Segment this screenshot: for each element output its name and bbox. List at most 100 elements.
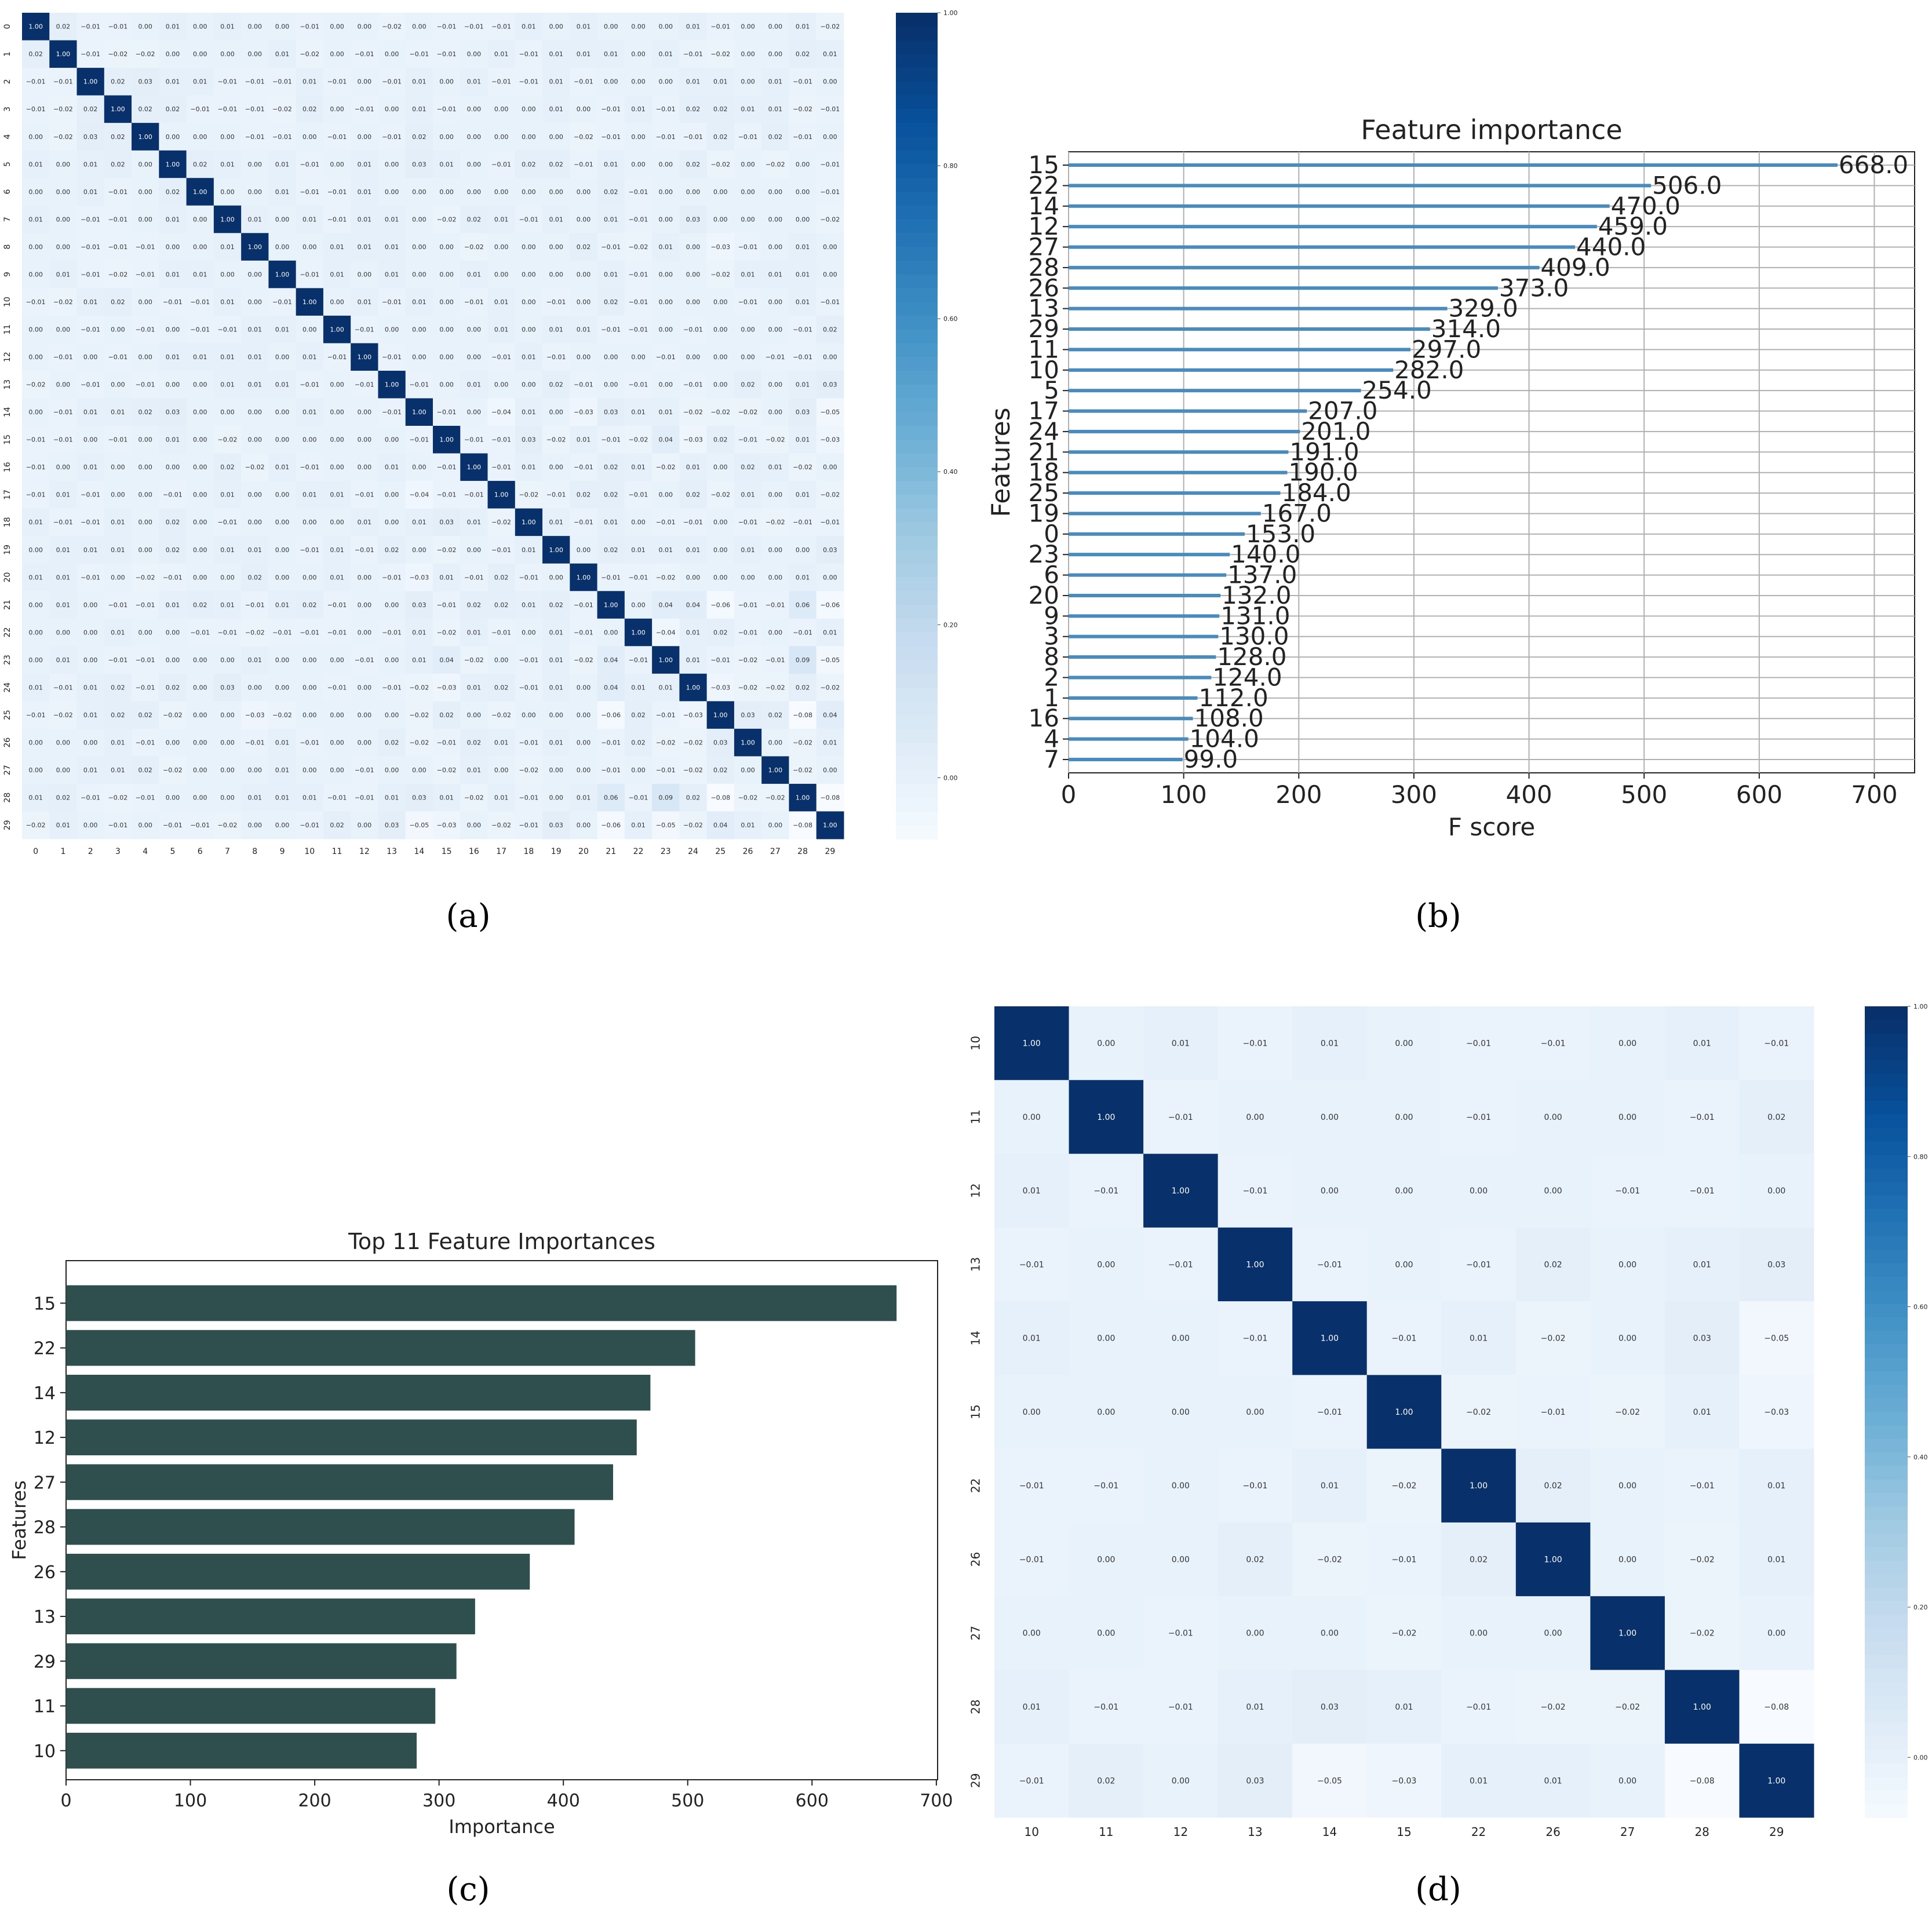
heatmap-cell-label: 0.01 (166, 78, 180, 86)
heatmap-cell-label: 0.00 (686, 574, 701, 581)
x-tick-label: 200 (1275, 780, 1322, 809)
heatmap-cell-label: −0.03 (683, 436, 703, 444)
heatmap-cell (104, 426, 132, 454)
heatmap-cell (378, 453, 406, 481)
heatmap-cell-label: 0.00 (796, 546, 810, 554)
heatmap-cell-label: 0.02 (111, 711, 125, 719)
heatmap-x-tick: 26 (743, 847, 753, 856)
heatmap-cell (296, 481, 324, 509)
heatmap-cell (76, 315, 105, 344)
heatmap-cell (49, 40, 78, 68)
heatmap-cell-label: −0.03 (410, 574, 429, 581)
heatmap-cell (1217, 1153, 1293, 1228)
heatmap-cell (405, 508, 433, 536)
heatmap-cell-label: −0.02 (1466, 1408, 1491, 1417)
heatmap-cell (816, 398, 844, 426)
heatmap-cell-label: 0.00 (823, 463, 837, 471)
bar (1069, 429, 1300, 433)
heatmap-cell-label: 0.00 (385, 491, 399, 499)
heatmap-cell (241, 728, 269, 757)
heatmap-cell (761, 756, 789, 784)
colorbar-segment (896, 453, 938, 468)
heatmap-cell-label: 0.00 (28, 546, 43, 554)
heatmap-cell (268, 205, 297, 233)
heatmap-cell-label: 1.00 (412, 408, 427, 416)
heatmap-cell-label: 0.00 (138, 216, 152, 223)
heatmap-cell-label: 0.01 (1023, 1703, 1041, 1712)
bar (66, 1643, 457, 1680)
heatmap-cell (104, 508, 132, 536)
heatmap-cell-label: −0.01 (1466, 1113, 1491, 1122)
heatmap-y-tick: 29 (3, 820, 12, 830)
y-tick-label: 19 (1029, 499, 1059, 527)
heatmap-cell (323, 453, 351, 481)
heatmap-cell (22, 728, 50, 757)
heatmap-cell (241, 40, 269, 68)
heatmap-cell-label: 0.02 (549, 160, 563, 168)
heatmap-cell (570, 811, 598, 839)
heatmap-cell-label: 0.00 (796, 216, 810, 223)
heatmap-cell (104, 315, 132, 344)
bar (1069, 368, 1394, 372)
heatmap-cell-label: −0.01 (601, 574, 621, 581)
colorbar-segment (896, 439, 938, 454)
heatmap-cell-label: −0.01 (382, 684, 402, 691)
heatmap-cell-label: −0.01 (218, 105, 238, 113)
heatmap-cell-label: 0.00 (358, 711, 372, 719)
heatmap-cell (104, 343, 132, 371)
heatmap-cell-label: 0.00 (358, 574, 372, 581)
value-label: 470.0 (1611, 192, 1681, 220)
heatmap-cell (268, 398, 297, 426)
heatmap-cell-label: −0.02 (738, 656, 758, 664)
heatmap-x-tick: 29 (1769, 1825, 1784, 1839)
heatmap-cell-label: −0.02 (793, 105, 812, 113)
heatmap-cell (487, 13, 516, 41)
heatmap-cell (487, 563, 516, 592)
heatmap-cell-label: 0.09 (796, 656, 810, 664)
heatmap-cell (268, 178, 297, 206)
heatmap-cell (597, 233, 625, 261)
heatmap-cell-label: −0.01 (601, 326, 621, 333)
heatmap-cell-label: −0.01 (26, 436, 46, 444)
heatmap-cell (624, 646, 652, 674)
heatmap-cell-label: −0.01 (1019, 1555, 1044, 1564)
heatmap-cell (1664, 1375, 1740, 1450)
heatmap-cell (652, 95, 680, 123)
heatmap-y-tick: 20 (3, 572, 12, 583)
heatmap-cell (132, 728, 159, 757)
heatmap-cell (22, 68, 50, 96)
heatmap-cell (159, 536, 187, 564)
heatmap-cell (652, 233, 680, 261)
heatmap-cell-label: 0.00 (823, 243, 837, 251)
heatmap-cell (405, 563, 433, 592)
heatmap-cell-label: 0.00 (1470, 1186, 1488, 1196)
heatmap-cell (323, 728, 351, 757)
heatmap-cell-label: 0.00 (220, 133, 235, 141)
heatmap-cell-label: −0.02 (53, 133, 73, 141)
heatmap-cell (241, 233, 269, 261)
heatmap-cell (268, 563, 297, 592)
heatmap-cell-label: −0.01 (519, 684, 539, 691)
bar (1069, 184, 1652, 188)
heatmap-cell-label: −0.01 (81, 326, 100, 333)
heatmap-cell-label: 0.00 (768, 326, 783, 333)
heatmap-cell (22, 370, 50, 399)
y-tick-label: 27 (1029, 233, 1059, 261)
heatmap-cell (323, 123, 351, 151)
heatmap-cell (186, 68, 214, 96)
heatmap-cell-label: 0.00 (248, 436, 263, 444)
heatmap-cell-label: −0.02 (519, 766, 539, 774)
heatmap-cell (624, 123, 652, 151)
heatmap-cell (323, 481, 351, 509)
colorbar-segment (1865, 1141, 1908, 1156)
colorbar-segment (896, 164, 938, 179)
heatmap-cell (22, 13, 50, 41)
heatmap-cell-label: −0.03 (710, 684, 730, 691)
heatmap-cell (49, 646, 78, 674)
heatmap-cell (542, 178, 570, 206)
heatmap-cell-label: 0.00 (166, 629, 180, 636)
heatmap-cell-label: 0.03 (549, 822, 563, 829)
heatmap-cell (542, 370, 570, 399)
heatmap-cell (1515, 1375, 1591, 1450)
heatmap-cell (49, 728, 78, 757)
